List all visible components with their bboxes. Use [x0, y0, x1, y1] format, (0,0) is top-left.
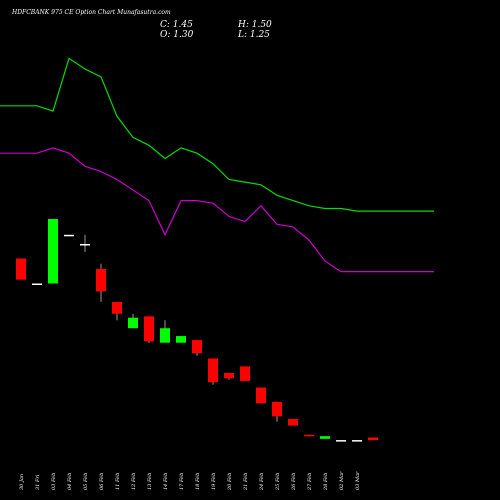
- candle: [176, 336, 186, 343]
- x-tick-label: 21 Feb: [243, 473, 249, 491]
- candle-body: [208, 358, 218, 383]
- x-tick-label: 12 Feb: [131, 473, 137, 490]
- candle: [144, 316, 154, 343]
- x-tick-label: 17 Feb: [179, 473, 185, 490]
- candle: [192, 340, 202, 356]
- candle-body: [256, 387, 266, 404]
- candle-body: [96, 269, 106, 292]
- candle: [256, 387, 266, 404]
- ma-short-line: [0, 57, 434, 212]
- candle-body: [32, 283, 42, 285]
- candle: [112, 301, 122, 321]
- candle: [368, 437, 378, 441]
- candle: [16, 258, 26, 280]
- candle-body: [192, 340, 202, 354]
- candle-body: [48, 219, 58, 284]
- chart-title: HDFCBANK 975 CE Option Chart Munafasutra…: [11, 9, 171, 16]
- candle-body: [112, 301, 122, 314]
- x-tick-label: 03 Feb: [51, 473, 57, 490]
- x-tick-label: 27 Feb: [307, 473, 313, 491]
- x-tick-label: 03 Mar: [355, 471, 361, 490]
- x-tick-label: 20 Feb: [227, 473, 233, 491]
- candle: [336, 440, 346, 442]
- candle: [288, 419, 298, 426]
- x-tick-label: 13 Feb: [147, 473, 153, 490]
- candle-body: [368, 437, 378, 441]
- candle: [352, 440, 362, 442]
- candle: [96, 263, 106, 302]
- candle: [272, 401, 282, 422]
- open-value: O: 1.30: [160, 30, 194, 40]
- candle-body: [288, 419, 298, 426]
- candle-body: [336, 440, 346, 442]
- x-tick-label: 06 Feb: [99, 473, 105, 490]
- candle: [128, 313, 138, 329]
- x-axis-ticks: 30 Jan 31 Fri 03 Feb 04 Feb 05 Feb 06 Feb 11 F…: [19, 471, 361, 491]
- x-tick-label: 24 Feb: [259, 473, 265, 491]
- close-value: C: 1.45: [160, 20, 193, 30]
- x-tick-label: 25 Feb: [275, 473, 281, 491]
- x-tick-label: 19 Feb: [211, 473, 217, 490]
- x-tick-label: 30 Jan: [19, 474, 25, 490]
- candle-body: [320, 436, 330, 439]
- candle: [240, 366, 250, 381]
- candle-body: [176, 336, 186, 343]
- candle: [224, 373, 234, 380]
- candle: [48, 219, 58, 284]
- candle-body: [160, 328, 170, 343]
- candle-body: [272, 401, 282, 417]
- low-value: L: 1.25: [237, 30, 270, 40]
- candle: [304, 434, 314, 437]
- candle-body: [240, 366, 250, 381]
- high-value: H: 1.50: [237, 20, 272, 30]
- candle-body: [352, 440, 362, 442]
- candle-body: [64, 234, 74, 237]
- candle: [64, 234, 74, 237]
- x-tick-label: 05 Feb: [83, 473, 89, 490]
- candle: [160, 320, 170, 343]
- x-tick-label: 31 Fri: [35, 474, 41, 490]
- candle: [32, 283, 42, 285]
- moving-averages: [0, 57, 434, 273]
- candle-body: [80, 244, 90, 246]
- candle-body: [16, 258, 26, 280]
- x-tick-label: 14 Feb: [163, 473, 169, 490]
- candle: [320, 436, 330, 439]
- candle: [80, 234, 90, 252]
- candle: [208, 358, 218, 385]
- x-tick-label: 04 Feb: [67, 473, 73, 490]
- x-tick-label: 26 Feb: [291, 473, 297, 491]
- x-tick-label: 11 Feb: [115, 473, 121, 490]
- x-tick-label: 18 Feb: [195, 473, 201, 490]
- ma-long-line: [0, 147, 434, 273]
- candle-body: [128, 317, 138, 329]
- candle-body: [304, 434, 314, 437]
- candle-body: [224, 373, 234, 379]
- x-tick-label: 28 Feb: [323, 473, 329, 491]
- x-tick-label: 02 Mar: [339, 471, 345, 490]
- candle-body: [144, 316, 154, 342]
- candles: [16, 219, 378, 442]
